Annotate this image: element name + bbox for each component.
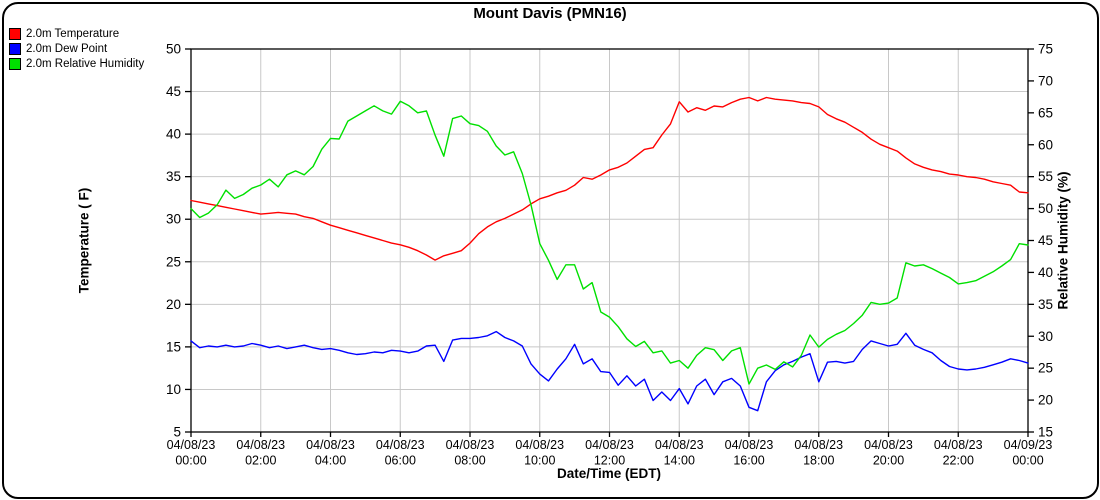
right-tick-label: 65 [1038, 105, 1053, 120]
legend: 2.0m Temperature 2.0m Dew Point 2.0m Rel… [9, 28, 144, 70]
x-tick-label: 04/08/23 00:00 [167, 438, 216, 468]
left-tick-label: 50 [166, 42, 181, 57]
left-tick-label: 35 [166, 169, 181, 184]
left-tick-label: 20 [166, 297, 181, 312]
x-tick-label: 04/08/23 02:00 [236, 438, 285, 468]
relative-humidity-swatch-icon [9, 58, 21, 70]
page-title: Mount Davis (PMN16) [473, 5, 627, 22]
left-axis-title: Temperature ( F) [76, 187, 92, 294]
left-tick-label: 45 [166, 84, 181, 99]
left-tick-label: 10 [166, 382, 181, 397]
left-tick-label: 5 [173, 425, 181, 440]
left-tick-label: 30 [166, 212, 181, 227]
right-tick-label: 75 [1038, 42, 1053, 57]
right-tick-label: 50 [1038, 201, 1053, 216]
legend-label: 2.0m Dew Point [26, 43, 108, 55]
left-tick-label: 40 [166, 127, 181, 142]
x-axis-title: Date/Time (EDT) [556, 466, 662, 481]
legend-item-temperature: 2.0m Temperature [9, 28, 144, 40]
x-tick-label: 04/08/23 12:00 [585, 438, 634, 468]
right-tick-label: 70 [1038, 73, 1053, 88]
x-tick-label: 04/09/23 00:00 [1004, 438, 1053, 468]
x-tick-label: 04/08/23 14:00 [655, 438, 704, 468]
temperature-swatch-icon [9, 28, 21, 40]
x-tick-label: 04/08/23 10:00 [515, 438, 564, 468]
x-tick-label: 04/08/23 18:00 [794, 438, 843, 468]
left-tick-label: 25 [166, 254, 181, 269]
x-tick-label: 04/08/23 22:00 [934, 438, 983, 468]
x-tick-label: 04/08/23 06:00 [376, 438, 425, 468]
right-axis-title: Relative Humidity (%) [1055, 171, 1071, 310]
legend-item-relative-humidity: 2.0m Relative Humidity [9, 58, 144, 70]
left-tick-label: 15 [166, 339, 181, 354]
x-tick-label: 04/08/23 20:00 [864, 438, 913, 468]
right-tick-label: 60 [1038, 137, 1053, 152]
right-tick-label: 45 [1038, 233, 1053, 248]
2-0m-dew-point-line [190, 330, 1029, 412]
legend-item-dew-point: 2.0m Dew Point [9, 43, 144, 55]
right-tick-label: 25 [1038, 361, 1053, 376]
2-0m-temperature-line [190, 96, 1029, 261]
dew-point-swatch-icon [9, 43, 21, 55]
right-tick-label: 20 [1038, 393, 1053, 408]
x-tick-label: 04/08/23 16:00 [725, 438, 774, 468]
legend-label: 2.0m Relative Humidity [26, 58, 145, 70]
right-tick-label: 15 [1038, 425, 1053, 440]
right-tick-label: 35 [1038, 297, 1053, 312]
legend-label: 2.0m Temperature [26, 28, 120, 40]
x-tick-label: 04/08/23 08:00 [446, 438, 495, 468]
right-tick-label: 40 [1038, 265, 1053, 280]
2-0m-relative-humidity-line [190, 100, 1029, 385]
right-tick-label: 30 [1038, 329, 1053, 344]
x-tick-label: 04/08/23 04:00 [306, 438, 355, 468]
right-tick-label: 55 [1038, 169, 1053, 184]
